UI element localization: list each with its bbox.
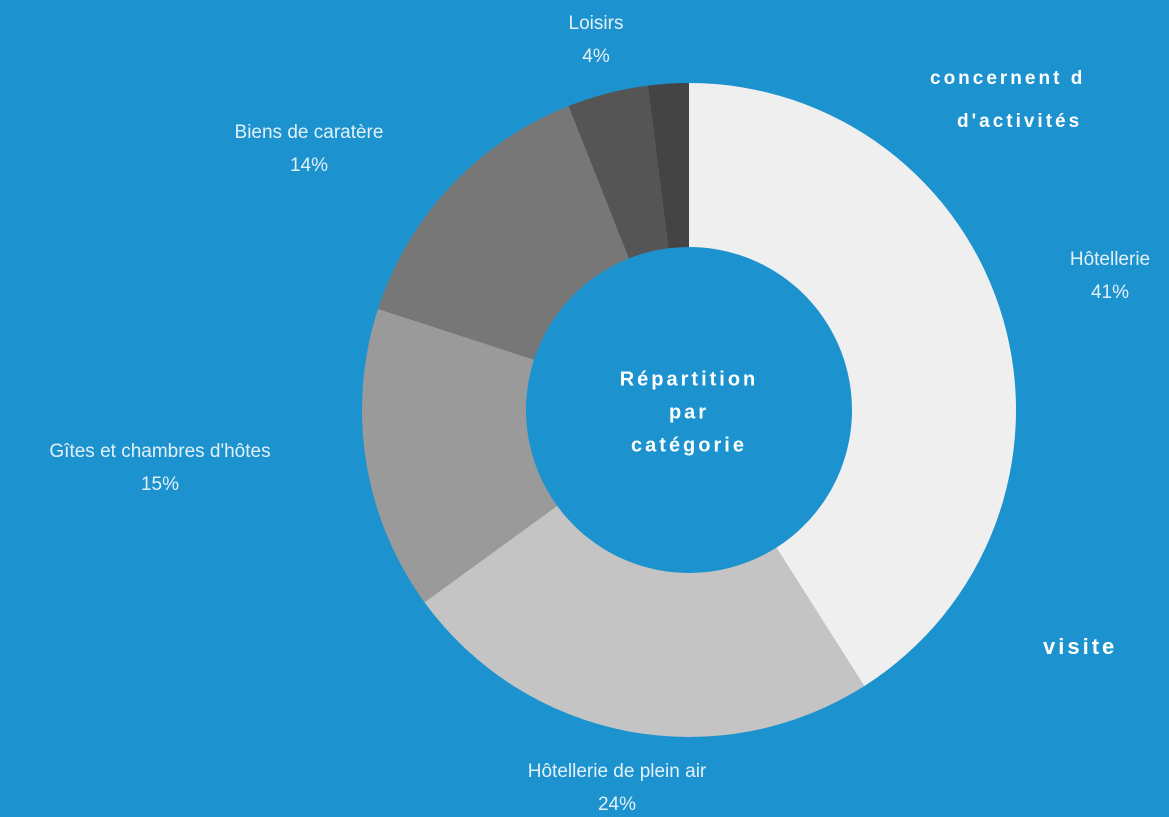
slices: [362, 83, 1017, 737]
annotation: d'activités: [957, 111, 1082, 132]
annotation: visite: [1043, 634, 1117, 659]
center-label: Répartition: [620, 368, 759, 390]
slice: [568, 85, 669, 259]
value-label: 4%: [582, 46, 610, 67]
value-label: 41%: [1091, 282, 1129, 303]
slice-label: Biens de caratère: [235, 122, 384, 143]
center-label: catégorie: [631, 434, 747, 456]
slice-label: Loisirs: [569, 13, 624, 34]
slice: [362, 308, 558, 603]
slice: [648, 83, 689, 249]
slice: [378, 105, 629, 360]
slice: [689, 83, 1017, 687]
value-label: 14%: [290, 155, 328, 176]
value-label: 15%: [141, 474, 179, 495]
slice: [424, 505, 865, 737]
center-label: par: [669, 401, 709, 423]
slice-label: Hôtellerie de plein air: [528, 761, 707, 782]
slice-label: Gîtes et chambres d'hôtes: [49, 441, 270, 462]
annotation: concernent d: [930, 68, 1085, 89]
value-label: 24%: [598, 794, 636, 815]
slice-label: Hôtellerie: [1070, 249, 1150, 270]
